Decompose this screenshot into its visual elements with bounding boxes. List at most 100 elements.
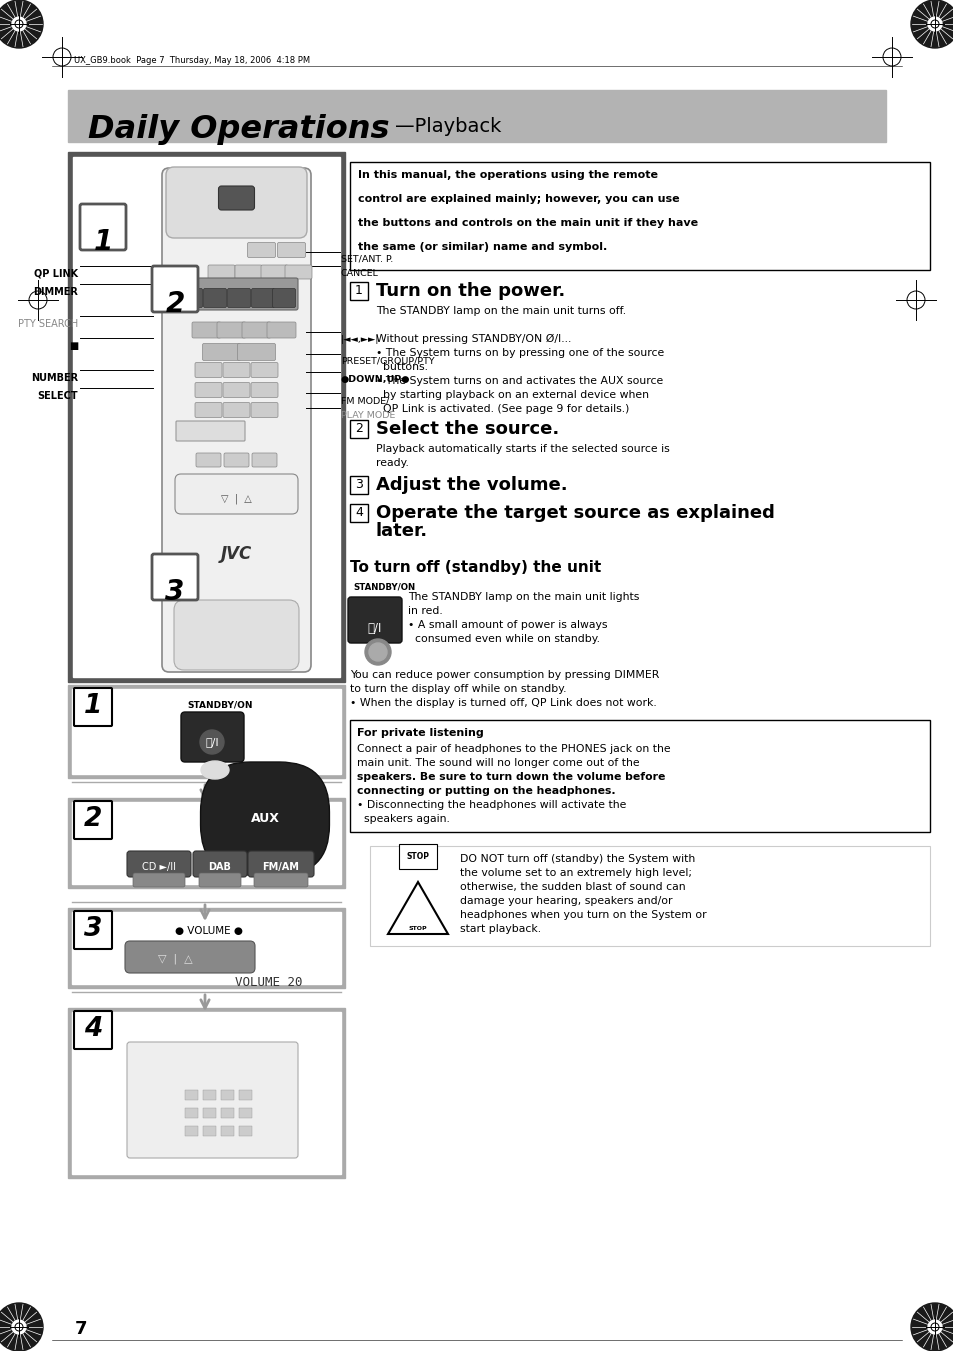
Text: 1: 1 (93, 228, 112, 255)
FancyBboxPatch shape (162, 168, 311, 671)
Text: connecting or putting on the headphones.: connecting or putting on the headphones. (356, 786, 615, 796)
FancyBboxPatch shape (166, 168, 307, 238)
Text: STANDBY/ON: STANDBY/ON (187, 700, 253, 709)
Text: ●DOWN,UP●: ●DOWN,UP● (340, 376, 410, 384)
Text: Operate the target source as explained: Operate the target source as explained (375, 504, 774, 521)
Text: consumed even while on standby.: consumed even while on standby. (408, 634, 599, 644)
Text: For private listening: For private listening (356, 728, 483, 738)
FancyBboxPatch shape (253, 873, 308, 888)
Circle shape (927, 1320, 941, 1333)
FancyBboxPatch shape (174, 278, 297, 309)
Circle shape (12, 18, 26, 31)
FancyBboxPatch shape (199, 873, 241, 888)
Bar (185, 1090, 198, 1100)
Text: the volume set to an extremely high level;: the volume set to an extremely high leve… (459, 867, 691, 878)
FancyBboxPatch shape (127, 1042, 297, 1158)
Circle shape (910, 1302, 953, 1351)
FancyBboxPatch shape (242, 322, 271, 338)
Text: ▽  |  △: ▽ | △ (157, 954, 193, 965)
Bar (68, 1008, 345, 1178)
Text: 4: 4 (355, 507, 362, 519)
FancyBboxPatch shape (194, 362, 222, 377)
Text: NUMBER: NUMBER (30, 373, 78, 382)
Bar (350, 720, 929, 832)
Text: FM/AM: FM/AM (262, 862, 299, 871)
FancyBboxPatch shape (248, 851, 314, 877)
Text: control are explained mainly; however, you can use: control are explained mainly; however, y… (357, 195, 679, 204)
FancyBboxPatch shape (273, 289, 295, 308)
FancyBboxPatch shape (192, 322, 221, 338)
Text: ▽  |  △: ▽ | △ (221, 494, 252, 504)
Bar (203, 1108, 215, 1119)
Text: 2: 2 (165, 290, 185, 317)
Text: ⎀/I: ⎀/I (368, 621, 382, 635)
FancyBboxPatch shape (251, 382, 277, 397)
Text: the same (or similar) name and symbol.: the same (or similar) name and symbol. (357, 242, 607, 253)
Text: FM MODE/: FM MODE/ (340, 396, 389, 405)
Bar (239, 1125, 252, 1136)
FancyBboxPatch shape (251, 362, 277, 377)
Bar (221, 1090, 233, 1100)
Bar (185, 1125, 198, 1136)
FancyBboxPatch shape (350, 282, 368, 300)
FancyBboxPatch shape (261, 265, 288, 280)
Text: SELECT: SELECT (37, 390, 78, 401)
Circle shape (12, 1320, 26, 1333)
Text: buttons.: buttons. (375, 362, 428, 372)
FancyBboxPatch shape (218, 186, 254, 209)
Text: 2: 2 (84, 807, 102, 832)
Bar (370, 846, 929, 946)
FancyBboxPatch shape (237, 343, 275, 361)
FancyBboxPatch shape (350, 504, 368, 521)
FancyBboxPatch shape (193, 851, 247, 877)
Text: Adjust the volume.: Adjust the volume. (375, 476, 567, 494)
FancyBboxPatch shape (252, 453, 276, 467)
FancyBboxPatch shape (202, 343, 240, 361)
Text: QP Link is activated. (See page 9 for details.): QP Link is activated. (See page 9 for de… (375, 404, 629, 413)
Text: ● VOLUME ●: ● VOLUME ● (174, 925, 243, 936)
Text: 2: 2 (355, 422, 362, 435)
Text: Select the source.: Select the source. (375, 420, 558, 438)
Text: DAB: DAB (209, 862, 232, 871)
Text: AUX: AUX (251, 812, 279, 825)
Circle shape (365, 639, 391, 665)
Text: 1: 1 (84, 693, 102, 719)
Text: STOP: STOP (406, 852, 429, 861)
Bar (203, 1125, 215, 1136)
Text: ⎀/I: ⎀/I (205, 738, 218, 747)
Text: QP LINK: QP LINK (34, 269, 78, 280)
Text: —Playback: —Playback (395, 118, 501, 136)
Text: In this manual, the operations using the remote: In this manual, the operations using the… (357, 170, 658, 180)
Bar (71, 802, 340, 884)
FancyBboxPatch shape (74, 911, 112, 948)
Text: The STANDBY lamp on the main unit turns off.: The STANDBY lamp on the main unit turns … (375, 305, 625, 316)
Text: 3: 3 (84, 916, 102, 942)
Text: main unit. The sound will no longer come out of the: main unit. The sound will no longer come… (356, 758, 639, 767)
FancyBboxPatch shape (179, 289, 202, 308)
Bar (71, 1012, 340, 1174)
Text: • The System turns on and activates the AUX source: • The System turns on and activates the … (375, 376, 662, 386)
Text: Without pressing STANDBY/ON Ø/I...: Without pressing STANDBY/ON Ø/I... (375, 334, 571, 345)
FancyBboxPatch shape (203, 289, 226, 308)
FancyBboxPatch shape (348, 597, 401, 643)
Text: later.: later. (375, 521, 428, 540)
FancyBboxPatch shape (234, 265, 262, 280)
FancyBboxPatch shape (223, 403, 250, 417)
FancyBboxPatch shape (152, 266, 198, 312)
Bar (68, 685, 345, 778)
Text: to turn the display off while on standby.: to turn the display off while on standby… (350, 684, 566, 694)
FancyBboxPatch shape (208, 265, 234, 280)
FancyBboxPatch shape (74, 1011, 112, 1048)
Text: CD ►/II: CD ►/II (142, 862, 175, 871)
Circle shape (0, 0, 43, 49)
FancyBboxPatch shape (247, 242, 275, 258)
FancyBboxPatch shape (194, 403, 222, 417)
FancyBboxPatch shape (195, 453, 221, 467)
Text: |◄◄,►►|: |◄◄,►►| (340, 335, 379, 345)
Text: 1: 1 (355, 284, 362, 297)
Bar (239, 1108, 252, 1119)
Text: CANCEL: CANCEL (340, 269, 378, 278)
FancyBboxPatch shape (216, 322, 246, 338)
Text: To turn off (standby) the unit: To turn off (standby) the unit (350, 561, 600, 576)
Bar (68, 798, 345, 888)
